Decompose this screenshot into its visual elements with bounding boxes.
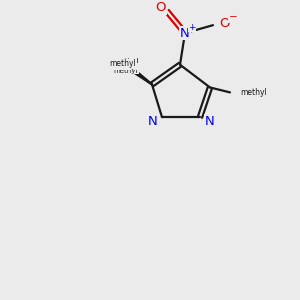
- Text: −: −: [229, 12, 237, 22]
- Text: O: O: [156, 1, 166, 14]
- Text: methyl: methyl: [112, 58, 140, 67]
- Text: O: O: [220, 17, 230, 30]
- Text: methyl: methyl: [114, 68, 138, 74]
- Text: N: N: [180, 27, 190, 40]
- Text: N: N: [205, 115, 215, 128]
- Text: N: N: [148, 115, 158, 128]
- Text: methyl: methyl: [110, 59, 136, 68]
- Text: methyl: methyl: [240, 88, 267, 97]
- Text: +: +: [188, 22, 196, 32]
- Text: methyl: methyl: [114, 64, 138, 70]
